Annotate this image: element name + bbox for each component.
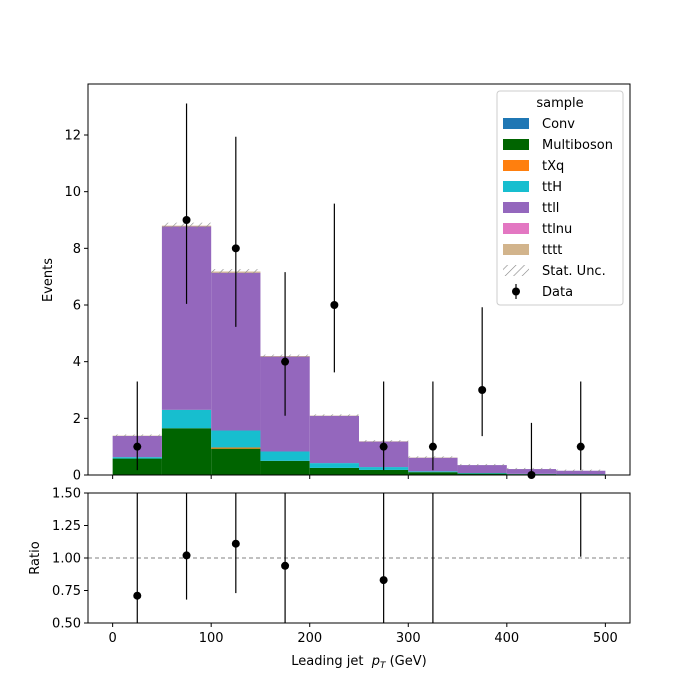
legend-title: sample: [536, 96, 583, 111]
ratio-x-axis: 0 100 200 300 400 500: [108, 623, 618, 646]
y-tick-label: 6: [73, 299, 81, 314]
ratio-y-tick-label: 1.50: [52, 487, 81, 502]
legend: sample Conv Multiboson tXq ttH ttll ttlnu tttt…: [496, 90, 624, 306]
data-point: [231, 244, 240, 253]
stat-unc-hatch: [309, 414, 359, 417]
bar-ttll: [309, 415, 359, 464]
data-point: [379, 442, 388, 451]
ratio-point: [133, 591, 142, 600]
ratio-point: [281, 561, 290, 570]
legend-label-tth: ttH: [542, 180, 562, 195]
legend-swatch-ttll: [503, 202, 529, 213]
bar-tth: [161, 409, 212, 429]
bar-txq: [211, 447, 261, 449]
legend-swatch-ttlnu: [503, 223, 529, 234]
bar-multiboson: [161, 428, 212, 475]
ratio-y-tick-label: 0.75: [52, 584, 81, 599]
y-tick-label: 12: [64, 129, 81, 144]
bar-multiboson: [457, 473, 507, 475]
legend-label-ttll: ttll: [542, 201, 559, 216]
data-point: [281, 357, 290, 366]
ratio-y-tick-label: 1.00: [52, 552, 81, 567]
legend-data-marker: [512, 287, 520, 296]
ratio-panel: 0.50 0.75 1.00 1.25 1.50 0 100 200 300 400 500 Ra…: [28, 487, 631, 646]
main-x-axis: [112, 475, 606, 479]
bar-multiboson: [260, 460, 310, 475]
x-tick-label: 100: [199, 631, 224, 646]
x-axis-label: Leading jet pT (GeV): [291, 654, 426, 671]
data-point: [478, 386, 487, 394]
data-points: [133, 103, 585, 479]
legend-label-multiboson: Multiboson: [542, 138, 613, 153]
x-tick-label: 400: [494, 631, 519, 646]
main-y-axis-label: Events: [41, 258, 56, 302]
bar-tth: [408, 471, 458, 473]
legend-swatch-txq: [503, 160, 529, 171]
ratio-points: [133, 493, 582, 623]
stat-unc-hatch: [457, 463, 507, 467]
y-tick-label: 0: [73, 469, 81, 484]
ratio-y-tick-label: 1.25: [52, 519, 81, 534]
bar-tth: [309, 463, 359, 468]
x-tick-label: 200: [297, 631, 322, 646]
legend-label-tttt: tttt: [542, 243, 562, 258]
ratio-point: [231, 539, 240, 548]
legend-swatch-tth: [503, 181, 529, 192]
data-point: [133, 442, 142, 451]
bar-tth: [260, 451, 310, 461]
legend-swatch-tttt: [503, 244, 529, 255]
main-plot-frame: [87, 83, 631, 476]
data-point: [428, 442, 437, 451]
legend-label-txq: tXq: [542, 159, 564, 174]
ratio-point: [182, 551, 191, 560]
x-tick-label: 300: [396, 631, 421, 646]
ratio-plot-frame: [87, 492, 631, 624]
legend-swatch-conv: [503, 118, 529, 129]
data-point: [330, 301, 339, 309]
bar-tth: [457, 473, 507, 474]
bar-multiboson: [359, 469, 409, 475]
ratio-point: [379, 576, 388, 585]
data-point: [182, 216, 191, 224]
ratio-y-axis: 0.50 0.75 1.00 1.25 1.50: [52, 487, 88, 632]
bar-tth: [211, 430, 261, 448]
y-tick-label: 2: [73, 412, 81, 427]
bar-ttll: [556, 470, 606, 475]
y-tick-label: 8: [73, 242, 81, 257]
data-point: [576, 442, 585, 451]
legend-label-stat-unc: Stat. Unc.: [542, 264, 606, 279]
stacked-bars: [112, 225, 606, 475]
legend-swatch-multiboson: [503, 139, 529, 150]
legend-swatch-stat-unc: [503, 265, 529, 276]
x-tick-label: 500: [593, 631, 618, 646]
main-y-axis: 0 2 4 6 8 10 12: [64, 129, 88, 484]
legend-label-conv: Conv: [542, 117, 575, 132]
y-tick-label: 10: [64, 185, 81, 200]
bar-multiboson: [408, 472, 458, 475]
legend-label-data: Data: [542, 285, 573, 300]
bar-ttll: [457, 465, 507, 474]
bar-multiboson: [309, 467, 359, 475]
x-tick-label: 0: [108, 631, 116, 646]
main-panel: 0 2 4 6 8 10 12 Events: [41, 83, 631, 484]
legend-label-ttlnu: ttlnu: [542, 222, 572, 237]
stat-unc-hatch: [556, 469, 606, 472]
bar-multiboson: [211, 448, 261, 475]
ratio-y-tick-label: 0.50: [52, 617, 81, 632]
ratio-y-axis-label: Ratio: [28, 541, 43, 574]
y-tick-label: 4: [73, 355, 81, 370]
